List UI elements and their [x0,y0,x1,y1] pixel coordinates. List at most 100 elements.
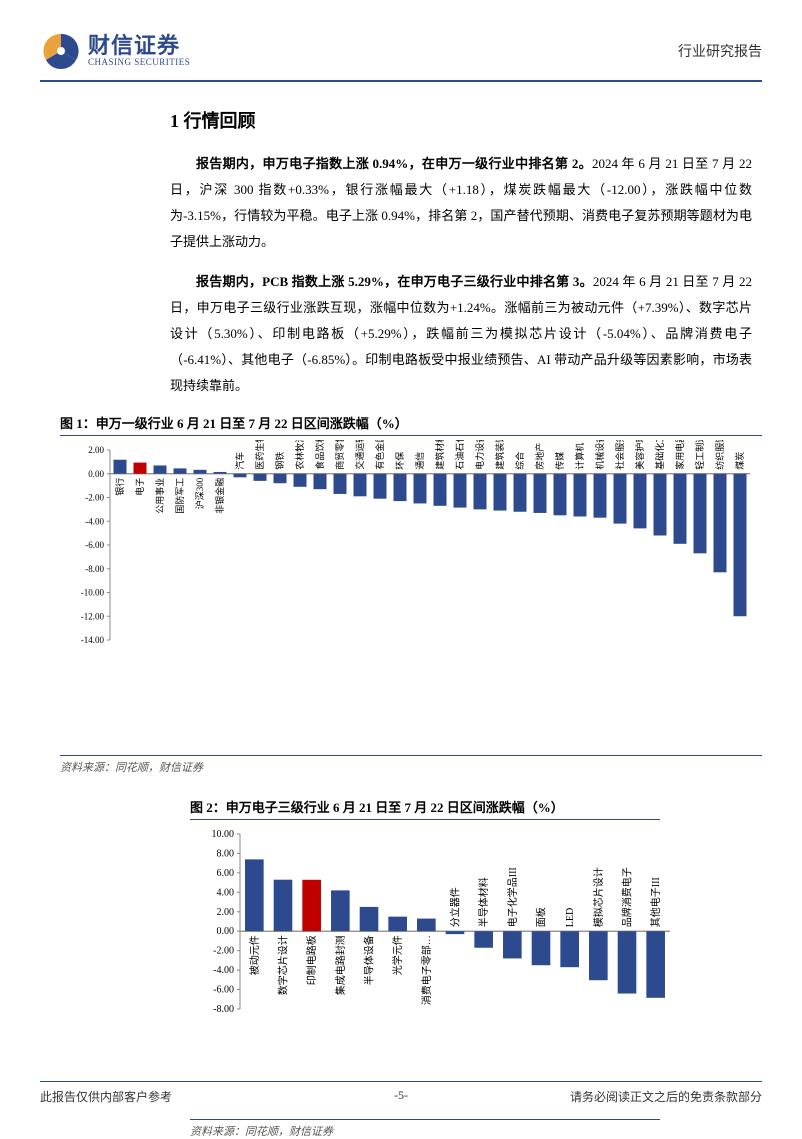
category-label: 半导体设备 [363,935,376,985]
category-label: 汽车 [234,452,245,470]
bar [214,472,227,474]
category-label: 消费电子零部… [420,935,433,1005]
bar [334,474,347,494]
svg-text:0.00: 0.00 [217,926,235,937]
paragraph-1: 报告期内，申万电子指数上涨 0.94%，在申万一级行业中排名第 2。2024 年… [170,151,752,255]
category-label: 家用电器 [674,440,685,470]
para2-bold: 报告期内，PCB 指数上涨 5.29%，在申万电子三级行业中排名第 3。 [196,274,593,289]
chart2-svg: -8.00-6.00-4.00-2.000.002.004.006.008.00… [190,824,690,1114]
category-label: 模拟芯片设计 [592,867,605,927]
category-label: 分立器件 [449,887,462,927]
footer-right: 请务必阅读正文之后的免责条款部分 [570,1088,762,1105]
svg-text:-4.00: -4.00 [85,516,104,526]
bar [314,474,327,489]
bar [532,931,551,965]
header-report-type: 行业研究报告 [678,41,762,61]
svg-text:-12.00: -12.00 [81,611,105,621]
bar [134,463,147,474]
svg-text:-10.00: -10.00 [81,588,105,598]
footer-left: 此报告仅供内部客户参考 [40,1088,172,1105]
category-label: 印制电路板 [305,935,318,985]
bar [534,474,547,513]
category-label: 面板 [535,907,548,927]
paragraph-2: 报告期内，PCB 指数上涨 5.29%，在申万电子三级行业中排名第 3。2024… [170,269,752,399]
svg-text:4.00: 4.00 [217,887,235,898]
page-header: 财信证券 CHASING SECURITIES 行业研究报告 [40,30,762,82]
category-label: 建筑装饰 [494,440,505,470]
category-label: 煤炭 [734,452,745,470]
footer-page-number: -5- [394,1088,408,1103]
category-label: 非银金融 [214,478,225,514]
bar [474,931,493,948]
bar [694,474,707,554]
category-label: 其他电子III [649,877,662,927]
category-label: 房地产 [534,443,545,470]
category-label: 电力设备 [474,440,485,470]
bar [618,931,637,993]
bar [434,474,447,506]
category-label: 有色金属 [374,440,385,470]
category-label: 基础化工 [654,440,665,470]
category-label: 电子化学品III [506,867,519,927]
bar [354,474,367,497]
bar [154,465,167,473]
bar [274,880,293,932]
category-label: 商贸零售 [334,440,345,470]
section-title: 1 行情回顾 [170,107,762,133]
bar [594,474,607,518]
bar [294,474,307,487]
bar [474,474,487,510]
logo-block: 财信证券 CHASING SECURITIES [40,30,190,72]
svg-text:0.00: 0.00 [88,469,104,479]
svg-text:-14.00: -14.00 [81,635,105,645]
page-footer: 此报告仅供内部客户参考 -5- 请务必阅读正文之后的免责条款部分 [40,1081,762,1105]
svg-text:2.00: 2.00 [217,907,235,918]
svg-text:6.00: 6.00 [217,868,235,879]
chart2-source: 资料来源：同花顺，财信证券 [190,1119,660,1139]
category-label: 综合 [514,452,525,470]
chart1-container: -14.00-12.00-10.00-8.00-6.00-4.00-2.000.… [60,440,752,755]
logo-cn: 财信证券 [88,34,190,58]
bar [454,474,467,508]
chart1-svg: -14.00-12.00-10.00-8.00-6.00-4.00-2.000.… [60,440,760,750]
category-label: 钢铁 [274,452,285,470]
svg-text:2.00: 2.00 [88,445,104,455]
company-logo-icon [40,30,82,72]
bar [646,931,665,998]
category-label: 环保 [394,452,405,470]
bar [194,470,207,474]
bar [374,474,387,499]
chart1-source: 资料来源：同花顺，财信证券 [60,755,762,775]
category-label: LED [565,908,576,927]
chart2-container: -8.00-6.00-4.00-2.000.002.004.006.008.00… [190,824,752,1119]
category-label: 国防军工 [174,478,185,514]
category-label: 数字芯片设计 [277,935,290,995]
category-label: 机械设备 [594,440,605,470]
bar [714,474,727,573]
category-label: 交通运输 [354,440,365,470]
bar [446,931,465,934]
bar [514,474,527,512]
bar [245,859,264,931]
bar [614,474,627,524]
category-label: 农林牧渔 [294,440,305,470]
category-label: 美容护理 [634,440,645,470]
category-label: 集成电路封测 [334,935,347,995]
category-label: 沪深300 [194,477,205,509]
bar [734,474,747,617]
category-label: 被动元件 [248,935,261,975]
category-label: 纺织服饰 [714,440,725,470]
category-label: 计算机 [574,443,585,470]
category-label: 轻工制造 [694,440,705,470]
category-label: 公用事业 [154,478,165,514]
bar [274,474,287,484]
chart2-title: 图 2：申万电子三级行业 6 月 21 日至 7 月 22 日区间涨跌幅（%） [190,797,660,820]
category-label: 建筑材料 [434,440,445,470]
category-label: 石油石化 [454,440,465,470]
bar [634,474,647,529]
category-label: 品牌消费电子 [621,867,634,927]
bar [417,919,436,932]
category-label: 传媒 [554,452,565,470]
svg-text:-2.00: -2.00 [213,946,234,957]
bar [114,460,127,474]
